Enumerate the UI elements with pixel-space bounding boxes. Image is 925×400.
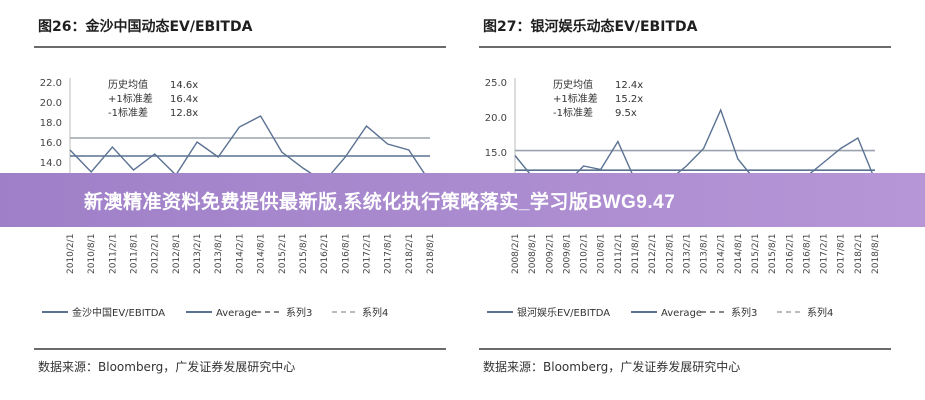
stat-value: 12.4x xyxy=(615,80,643,91)
x-tick-label: 2011/2/1 xyxy=(614,234,624,274)
legend-label: 金沙中国EV/EBITDA xyxy=(72,306,165,319)
y-tick-label: 20.0 xyxy=(40,98,62,109)
legend-label: 系列4 xyxy=(807,306,833,319)
x-tick-label: 2014/8/1 xyxy=(257,234,267,274)
x-tick-label: 2014/2/1 xyxy=(717,234,727,274)
x-tick-label: 2016/8/1 xyxy=(341,234,351,274)
x-tick-label: 2012/2/1 xyxy=(648,234,658,274)
y-tick-label: 14.0 xyxy=(40,158,62,169)
x-tick-label: 2017/2/1 xyxy=(820,234,830,274)
legend-label: Average xyxy=(661,308,702,319)
x-tick-label: 2014/8/1 xyxy=(734,234,744,274)
legend-label: 系列4 xyxy=(362,306,388,319)
stat-value: 12.8x xyxy=(170,108,198,119)
stat-value: 16.4x xyxy=(170,94,198,105)
x-tick-label: 2009/2/1 xyxy=(545,234,555,274)
x-tick-label: 2016/2/1 xyxy=(320,234,330,274)
y-tick-label: 22.0 xyxy=(40,78,62,89)
x-tick-label: 2013/8/1 xyxy=(700,234,710,274)
x-tick-label: 2012/8/1 xyxy=(665,234,675,274)
stat-value: 14.6x xyxy=(170,80,198,91)
stat-label: 历史均值 xyxy=(108,78,148,91)
x-tick-label: 2012/2/1 xyxy=(151,234,161,274)
x-tick-label: 2013/8/1 xyxy=(214,234,224,274)
x-tick-label: 2017/8/1 xyxy=(837,234,847,274)
x-tick-label: 2008/8/1 xyxy=(528,234,538,274)
y-tick-label: 15.0 xyxy=(485,148,507,159)
chart-title: 图26：金沙中国动态EV/EBITDA xyxy=(38,19,253,35)
legend-label: 系列3 xyxy=(286,306,312,319)
x-tick-label: 2009/8/1 xyxy=(562,234,572,274)
x-tick-label: 2011/8/1 xyxy=(631,234,641,274)
source-rule xyxy=(34,348,446,350)
source-rule xyxy=(479,348,891,350)
x-tick-label: 2011/2/1 xyxy=(108,234,118,274)
x-tick-label: 2015/8/1 xyxy=(299,234,309,274)
stat-label: +1标准差 xyxy=(108,92,153,105)
title-rule xyxy=(479,46,891,48)
x-tick-label: 2018/8/1 xyxy=(426,234,436,274)
x-tick-label: 2016/2/1 xyxy=(785,234,795,274)
x-tick-label: 2016/8/1 xyxy=(802,234,812,274)
x-tick-label: 2013/2/1 xyxy=(193,234,203,274)
x-tick-label: 2017/2/1 xyxy=(362,234,372,274)
x-tick-label: 2017/8/1 xyxy=(384,234,394,274)
stat-label: 历史均值 xyxy=(553,78,593,91)
y-tick-label: 25.0 xyxy=(485,78,507,89)
legend-label: 系列3 xyxy=(731,306,757,319)
x-tick-label: 2013/2/1 xyxy=(682,234,692,274)
legend-label: 银河娱乐EV/EBITDA xyxy=(517,306,610,319)
x-tick-label: 2018/2/1 xyxy=(405,234,415,274)
x-tick-label: 2010/8/1 xyxy=(597,234,607,274)
stat-value: 15.2x xyxy=(615,94,643,105)
y-tick-label: 16.0 xyxy=(40,138,62,149)
x-tick-label: 2010/8/1 xyxy=(87,234,97,274)
x-tick-label: 2015/2/1 xyxy=(751,234,761,274)
chart-title: 图27：银河娱乐动态EV/EBITDA xyxy=(483,19,698,35)
x-tick-label: 2018/2/1 xyxy=(854,234,864,274)
source-note: 数据来源：Bloomberg，广发证券发展研究中心 xyxy=(38,360,296,374)
stat-label: -1标准差 xyxy=(553,106,593,119)
banner-text: 新澳精准资料免费提供最新版,系统化执行策略落实_学习版BWG9.47 xyxy=(84,191,676,213)
stat-label: -1标准差 xyxy=(108,106,148,119)
y-tick-label: 20.0 xyxy=(485,113,507,124)
stat-value: 9.5x xyxy=(615,108,637,119)
x-tick-label: 2008/2/1 xyxy=(511,234,521,274)
x-tick-label: 2014/2/1 xyxy=(235,234,245,274)
x-tick-label: 2015/2/1 xyxy=(278,234,288,274)
x-tick-label: 2015/8/1 xyxy=(768,234,778,274)
x-tick-label: 2010/2/1 xyxy=(66,234,76,274)
stat-label: +1标准差 xyxy=(553,92,598,105)
x-tick-label: 2012/8/1 xyxy=(172,234,182,274)
source-note: 数据来源：Bloomberg，广发证券发展研究中心 xyxy=(483,360,741,374)
ev-ebitda-series-line xyxy=(69,115,431,183)
overlay-banner[interactable]: 新澳精准资料免费提供最新版,系统化执行策略落实_学习版BWG9.47 xyxy=(0,173,925,227)
legend-label: Average xyxy=(216,308,257,319)
x-tick-label: 2018/8/1 xyxy=(871,234,881,274)
x-tick-label: 2011/8/1 xyxy=(130,234,140,274)
y-tick-label: 18.0 xyxy=(40,118,62,129)
title-rule xyxy=(34,46,446,48)
x-tick-label: 2010/2/1 xyxy=(580,234,590,274)
